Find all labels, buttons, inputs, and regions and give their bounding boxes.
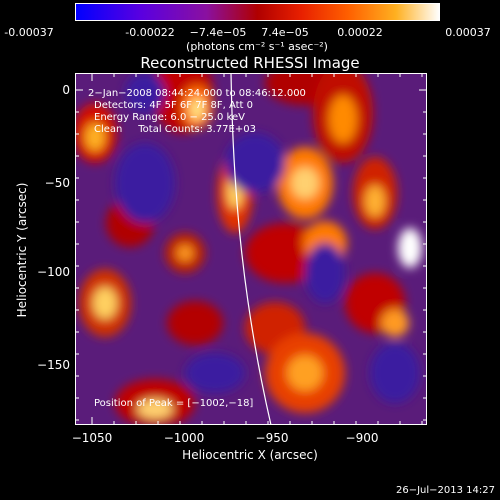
emission-blob: [381, 309, 409, 337]
negative-region: [115, 143, 175, 223]
x-tick-label: −950: [255, 431, 289, 445]
emission-blob: [398, 228, 422, 268]
emission-blob: [287, 355, 323, 391]
x-tick-label: −900: [345, 431, 379, 445]
annotation-clean: Clean Total Counts: 3.77E+03: [94, 124, 256, 135]
plot-area: [75, 73, 427, 425]
emission-blob: [291, 167, 319, 199]
solar-limb-line: [230, 73, 272, 425]
colorbar-tick-label: 0.00037: [445, 26, 491, 39]
y-tick-label: −100: [37, 265, 70, 279]
annotation-peak: Position of Peak = [−1002,−18]: [94, 398, 254, 409]
x-tick-label: −1050: [71, 431, 113, 445]
emission-blob: [167, 301, 223, 345]
footer-date: 26−Jul−2013 14:27: [396, 485, 495, 496]
annotation-energy: Energy Range: 6.0 − 25.0 keV: [94, 112, 245, 123]
emission-blob: [189, 97, 205, 121]
colorbar: [75, 3, 440, 21]
x-axis-label: Heliocentric X (arcsec): [182, 448, 318, 462]
negative-region: [125, 73, 165, 113]
emission-blob: [93, 287, 117, 319]
y-axis-label: Heliocentric Y (arcsec): [15, 182, 29, 318]
negative-region: [185, 353, 245, 393]
y-tick-label: −150: [37, 358, 70, 372]
colorbar-tick-label: 7.4e−05: [261, 26, 309, 39]
y-tick-label: −50: [44, 176, 70, 190]
colorbar-units: (photons cm⁻² s⁻¹ asec⁻²): [186, 40, 328, 53]
negative-region: [225, 133, 285, 193]
annotation-detectors: Detectors: 4F 5F 6F 7F 8F, Att 0: [94, 100, 254, 111]
emission-blob: [85, 123, 105, 151]
x-tick-label: −1000: [163, 431, 205, 445]
colorbar-tick-label: 0.00022: [337, 26, 383, 39]
plot-title: Reconstructed RHESSI Image: [140, 54, 360, 72]
negative-region: [370, 343, 420, 403]
negative-region: [305, 243, 345, 303]
emission-blob: [137, 399, 173, 419]
y-tick-label: 0: [62, 83, 70, 97]
annotation-time: 2−Jan−2008 08:44:24.000 to 08:46:12.000: [88, 88, 306, 99]
emission-map: [75, 73, 422, 425]
colorbar-tick-label: −7.4e−05: [189, 26, 247, 39]
emission-blob: [329, 95, 357, 143]
colorbar-tick-label: -0.00037: [4, 26, 54, 39]
emission-blob: [177, 245, 193, 261]
emission-blob: [365, 185, 385, 217]
colorbar-tick-label: -0.00022: [125, 26, 175, 39]
plot-frame: [75, 73, 427, 425]
